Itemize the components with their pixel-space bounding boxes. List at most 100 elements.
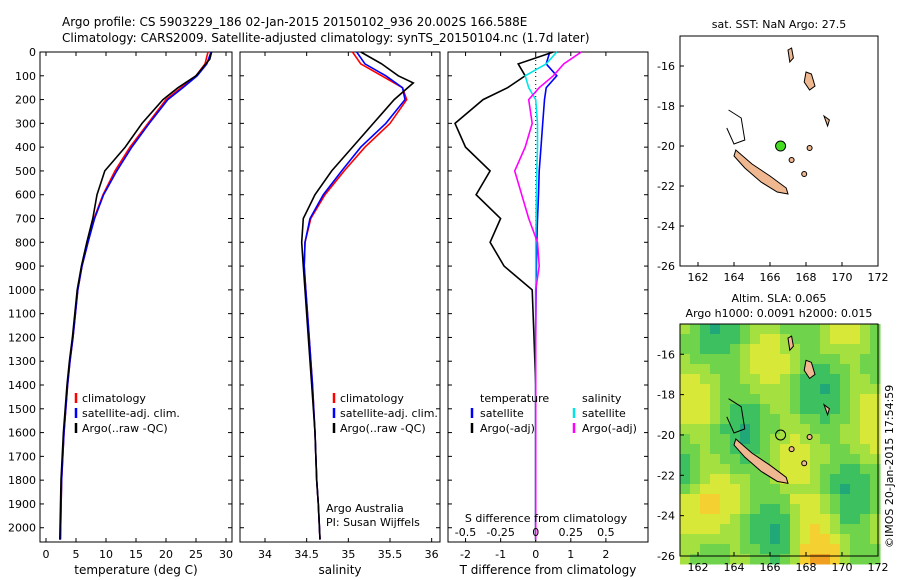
sla-cell: [820, 334, 831, 345]
x-tick-label: 0: [43, 548, 50, 561]
sla-cell: [870, 454, 881, 465]
sla-cell: [700, 344, 711, 355]
reef-outline: [726, 109, 746, 145]
sla-cell: [690, 384, 701, 395]
sla-cell: [730, 444, 741, 455]
sla-cell: [860, 364, 871, 375]
series-line-argo: [454, 51, 554, 540]
sla-cell: [810, 444, 821, 455]
map-x-tick-label: 162: [688, 271, 709, 284]
sla-cell: [690, 424, 701, 435]
sla-cell: [840, 494, 851, 505]
argo-position-marker: [775, 429, 787, 441]
sla-cell: [860, 444, 871, 455]
sla-cell: [790, 424, 801, 435]
sla-cell: [850, 554, 861, 565]
sla-cell: [830, 334, 841, 345]
sla-cell: [710, 424, 721, 435]
sla-cell: [770, 494, 781, 505]
sla-cell: [680, 474, 691, 485]
x-axis-label: salinity: [318, 563, 361, 577]
sla-cell: [830, 514, 841, 525]
sla-cell: [780, 374, 791, 385]
sla-cell: [800, 374, 811, 385]
legend-label: satellite-adj. clim.: [340, 407, 438, 420]
sla-cell: [710, 374, 721, 385]
sla-cell: [730, 394, 741, 405]
sla-cell: [760, 394, 771, 405]
sla-cell: [860, 434, 871, 445]
sla-cell: [790, 354, 801, 365]
sla-cell: [800, 534, 811, 545]
sla-cell: [800, 324, 811, 335]
sla-cell: [840, 444, 851, 455]
sla-cell: [680, 494, 691, 505]
sla-cell: [730, 364, 741, 375]
sla-cell: [750, 344, 761, 355]
sla-cell: [860, 484, 871, 495]
sla-cell: [790, 444, 801, 455]
sla-cell: [850, 484, 861, 495]
sla-cell: [710, 364, 721, 375]
map-x-tick-label: 166: [760, 271, 781, 284]
sla-cell: [820, 324, 831, 335]
sla-cell: [690, 394, 701, 405]
sla-cell: [840, 334, 851, 345]
sla-cell: [720, 414, 731, 425]
top-tick-label: -0.25: [486, 526, 514, 539]
sla-cell: [760, 384, 771, 395]
sla-cell: [810, 544, 821, 555]
sla-cell: [870, 344, 881, 355]
sla-cell: [870, 334, 881, 345]
sla-cell: [710, 524, 721, 535]
sla-cell: [840, 474, 851, 485]
sla-cell: [790, 404, 801, 415]
land-new-caledonia: [733, 149, 789, 195]
y-tick-label: 300: [15, 117, 36, 130]
sla-cell: [790, 494, 801, 505]
sla-cell: [690, 444, 701, 455]
sla-cell: [860, 494, 871, 505]
sla-cell: [810, 404, 821, 415]
sla-cell: [740, 504, 751, 515]
sla-cell: [810, 504, 821, 515]
map-y-tick-label: -22: [657, 180, 675, 193]
map-y-tick-label: -18: [657, 389, 675, 402]
sla-cell: [720, 324, 731, 335]
sla-cell: [680, 504, 691, 515]
x-tick-label: 36: [425, 548, 439, 561]
x-tick-label: 5: [73, 548, 80, 561]
sla-cell: [800, 444, 811, 455]
sla-cell: [750, 554, 761, 565]
sla-cell: [700, 474, 711, 485]
sla-cell: [790, 514, 801, 525]
map-x-tick-label: 168: [796, 561, 817, 574]
sla-cell: [870, 504, 881, 515]
sla-cell: [820, 484, 831, 495]
series-line-argo_salinity: [513, 51, 582, 540]
map-y-tick-label: -24: [657, 220, 675, 233]
argo-position-marker: [775, 140, 787, 152]
sla-cell: [830, 454, 841, 465]
sla-cell: [870, 324, 881, 335]
x-tick-label: 10: [99, 548, 113, 561]
sla-cell: [780, 534, 791, 545]
sla-cell: [720, 444, 731, 455]
land-loyalty-island: [801, 460, 808, 467]
sla-cell: [800, 404, 811, 415]
sla-cell: [850, 424, 861, 435]
sla-cell: [780, 414, 791, 425]
sla-cell: [700, 444, 711, 455]
sla-cell: [860, 544, 871, 555]
series-line-argo: [59, 51, 213, 540]
map-x-tick-label: 172: [868, 561, 889, 574]
sla-cell: [760, 334, 771, 345]
sla-cell: [750, 444, 761, 455]
sla-cell: [740, 514, 751, 525]
sla-cell: [710, 394, 721, 405]
legend-label: satellite: [480, 407, 524, 420]
sla-cell: [750, 524, 761, 535]
sla-cell: [850, 534, 861, 545]
sla-cell: [810, 554, 821, 565]
annotation-text: PI: Susan Wijffels: [326, 516, 420, 529]
